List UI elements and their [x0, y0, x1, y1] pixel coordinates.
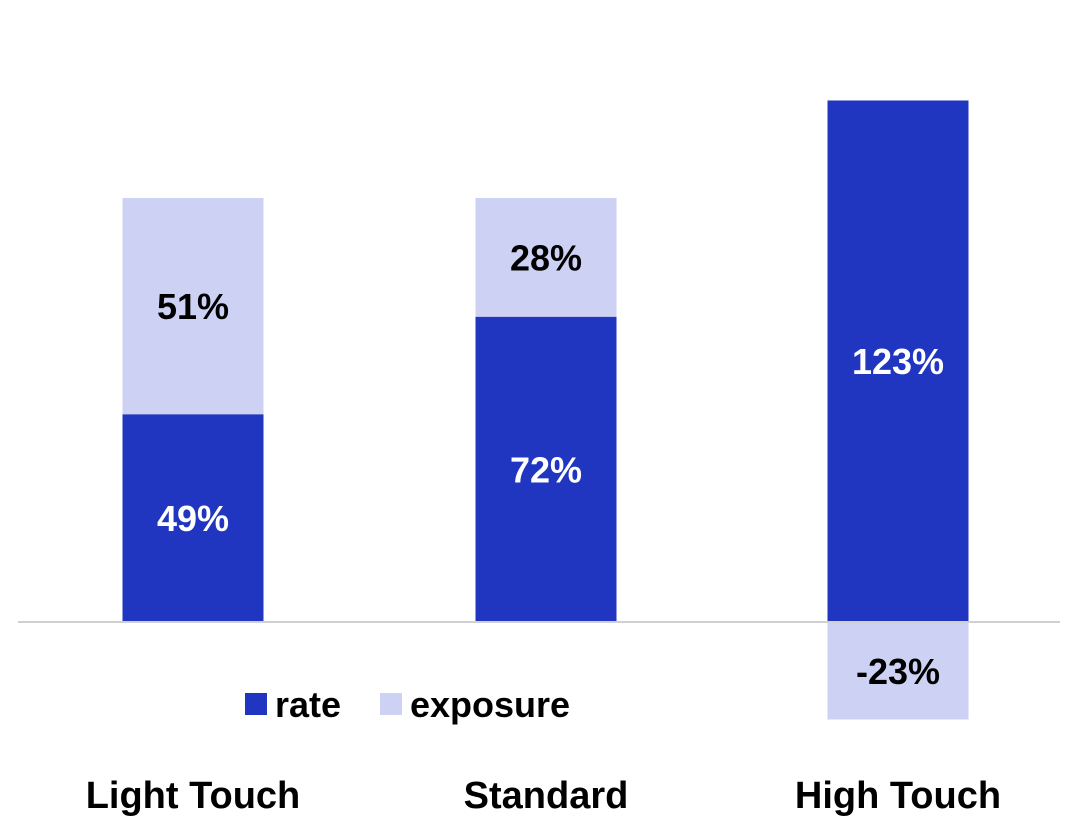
category-labels: Light Touch Standard High Touch [86, 775, 1001, 817]
bar-exposure-light-touch [122, 198, 264, 415]
bar-rate-standard [475, 316, 617, 622]
data-label-exposure-standard: 28% [510, 237, 582, 278]
bars-layer [122, 100, 969, 720]
legend: rate exposure [245, 684, 570, 725]
data-label-exposure-high-touch: -23% [856, 651, 940, 692]
bar-rate-high-touch [827, 100, 969, 623]
data-label-exposure-light-touch: 51% [157, 286, 229, 327]
category-label-high-touch: High Touch [795, 775, 1001, 817]
legend-swatch-exposure [380, 693, 402, 715]
legend-label-rate: rate [275, 684, 341, 725]
bar-exposure-standard [475, 198, 617, 317]
bar-rate-light-touch [122, 414, 264, 622]
data-label-rate-standard: 72% [510, 449, 582, 490]
category-label-standard: Standard [464, 775, 629, 817]
category-label-light-touch: Light Touch [86, 775, 301, 817]
data-labels-layer: 49% 51% 72% 28% 123% -23% [157, 237, 944, 691]
bar-exposure-high-touch [827, 622, 969, 720]
data-label-rate-high-touch: 123% [852, 341, 944, 382]
data-label-rate-light-touch: 49% [157, 498, 229, 539]
legend-swatch-rate [245, 693, 267, 715]
legend-label-exposure: exposure [410, 684, 570, 725]
